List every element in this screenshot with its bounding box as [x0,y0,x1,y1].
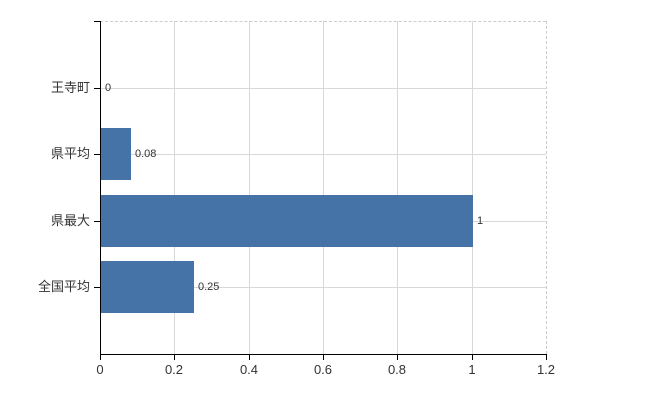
y-axis-end-tick [94,21,100,22]
category-label: 全国平均 [37,279,90,294]
x-tick-label: 1.2 [536,362,556,377]
x-gridline [323,21,324,354]
x-tick [249,355,250,360]
bar [101,128,131,180]
x-tick-label: 0.8 [387,362,407,377]
y-tick [94,88,100,89]
bar-value-label: 0 [105,82,112,94]
bar [101,195,473,247]
y-tick [94,221,100,222]
bar-value-label: 0.25 [198,281,220,293]
x-axis [100,354,547,355]
x-tick [100,355,101,360]
x-tick-label: 0.6 [313,362,333,377]
bar-value-label: 1 [477,215,484,227]
category-label: 王寺町 [50,80,90,95]
y-tick [94,154,100,155]
bar [101,261,194,313]
x-gridline [397,21,398,354]
x-tick [397,355,398,360]
x-gridline [472,21,473,354]
x-tick-label: 0.4 [239,362,259,377]
y-axis [100,21,101,355]
x-tick-label: 0 [96,362,104,377]
plot-border-right [546,21,547,354]
x-tick [472,355,473,360]
plot-border-top [100,21,546,22]
x-tick-label: 1 [468,362,476,377]
bar-value-label: 0.08 [135,148,157,160]
x-gridline [249,21,250,354]
x-tick [546,355,547,360]
category-label: 県平均 [50,146,90,161]
category-label: 県最大 [50,213,90,228]
x-tick-label: 0.2 [164,362,184,377]
x-tick [174,355,175,360]
y-tick [94,287,100,288]
x-tick [323,355,324,360]
x-gridline [174,21,175,354]
